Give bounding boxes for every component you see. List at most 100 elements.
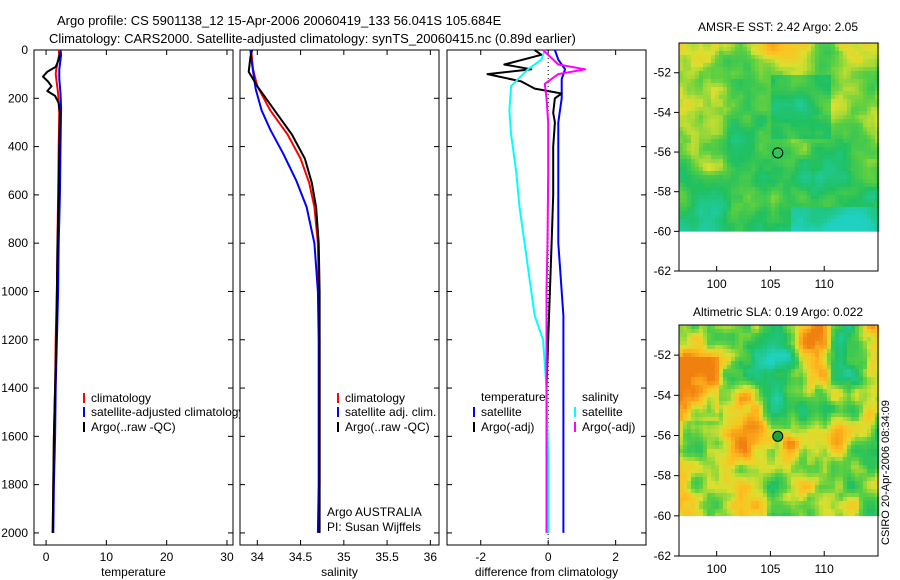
map-cell (699, 135, 704, 140)
map-cell (715, 135, 720, 140)
map-cell (759, 75, 764, 80)
map-cell (855, 377, 860, 382)
map-cell (799, 79, 804, 84)
map-cell (811, 63, 816, 68)
map-cell (791, 393, 796, 398)
map-cell (687, 501, 692, 506)
map-cell (867, 349, 872, 354)
map-cell (859, 333, 864, 338)
map-cell (763, 489, 768, 494)
map-cell (727, 453, 732, 458)
map-cell (679, 393, 684, 398)
map-cell (751, 477, 756, 482)
map-cell (835, 179, 840, 184)
map-cell (731, 123, 736, 128)
map-cell (711, 71, 716, 76)
map-cell (767, 405, 772, 410)
map-cell (743, 187, 748, 192)
map-cell (739, 87, 744, 92)
map-cell (735, 63, 740, 68)
map-cell (791, 381, 796, 386)
map-cell (779, 445, 784, 450)
map-cell (731, 131, 736, 136)
map-cell (783, 357, 788, 362)
map-cell (835, 385, 840, 390)
map-cell (843, 223, 848, 228)
map-cell (823, 489, 828, 494)
map-cell (839, 429, 844, 434)
map-cell (783, 513, 788, 517)
map-cell (743, 449, 748, 454)
map-cell (683, 159, 688, 164)
map-cell (699, 175, 704, 180)
map-cell (767, 55, 772, 60)
map-cell (855, 131, 860, 136)
map-cell (755, 139, 760, 144)
map-cell (727, 341, 732, 346)
map-cell (851, 223, 856, 228)
map-cell (859, 345, 864, 350)
map-cell (723, 453, 728, 458)
map-cell (743, 191, 748, 196)
map-cell (799, 361, 804, 366)
map-cell (691, 461, 696, 466)
map-cell (795, 127, 800, 132)
map-cell (835, 365, 840, 370)
map-cell (811, 513, 816, 517)
map-cell (855, 167, 860, 172)
map-cell (835, 493, 840, 498)
map-cell (763, 103, 768, 108)
map-cell (727, 183, 732, 188)
map-cell (811, 79, 816, 84)
map-cell (703, 385, 708, 390)
map-cell (699, 361, 704, 366)
map-cell (783, 465, 788, 470)
map-cell (875, 477, 880, 482)
map-cell (819, 111, 824, 116)
map-cell (731, 63, 736, 68)
map-cell (707, 369, 712, 374)
map-cell (771, 107, 776, 112)
map-cell (683, 501, 688, 506)
map-cell (863, 179, 868, 184)
map-cell (847, 223, 852, 228)
map-cell (771, 493, 776, 498)
map-cell (863, 473, 868, 478)
map-cell (691, 465, 696, 470)
map-cell (759, 143, 764, 148)
x-axis-label: difference from climatology (475, 565, 618, 579)
map-cell (739, 135, 744, 140)
map-cell (799, 337, 804, 342)
map-cell (763, 421, 768, 426)
map-cell (683, 187, 688, 192)
map-cell (827, 127, 832, 132)
map-cell (783, 135, 788, 140)
map-cell (831, 449, 836, 454)
map-cell (735, 417, 740, 422)
map-cell (787, 457, 792, 462)
map-cell (811, 505, 816, 510)
map-cell (743, 211, 748, 216)
map-cell (839, 95, 844, 100)
map-cell (731, 155, 736, 160)
map-cell (855, 87, 860, 92)
map-cell (727, 155, 732, 160)
map-cell (691, 433, 696, 438)
map-cell (711, 405, 716, 410)
map-cell (755, 71, 760, 76)
map-cell (695, 135, 700, 140)
map-cell (739, 191, 744, 196)
map-cell (783, 75, 788, 80)
map-cell (759, 215, 764, 220)
map-cell (735, 425, 740, 430)
map-cell (851, 453, 856, 458)
map-cell (851, 187, 856, 192)
map-cell (731, 175, 736, 180)
map-cell (799, 369, 804, 374)
map-cell (819, 91, 824, 96)
map-cell (767, 449, 772, 454)
map-cell (799, 63, 804, 68)
map-cell (699, 401, 704, 406)
map-cell (763, 505, 768, 510)
map-cell (835, 433, 840, 438)
